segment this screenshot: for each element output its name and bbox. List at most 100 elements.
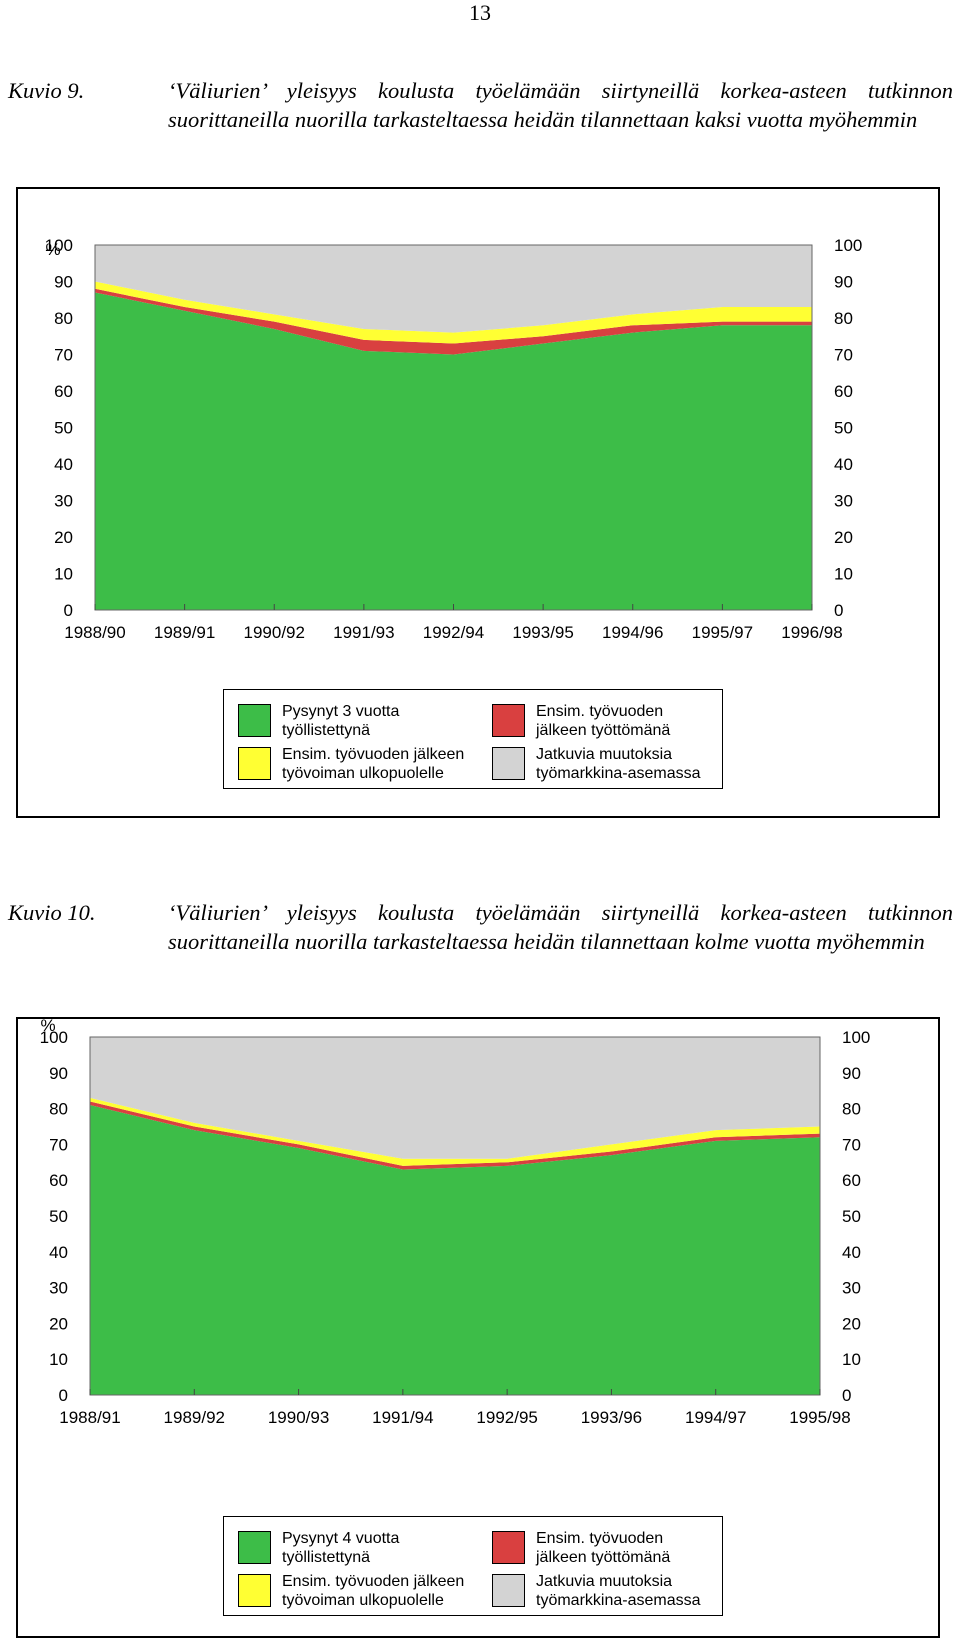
x-tick-label: 1993/96 (581, 1408, 642, 1427)
x-tick-label: 1996/98 (781, 623, 842, 642)
legend-swatch-green (238, 1531, 271, 1564)
figure-title-9: ‘Väliurien’ yleisyys koulusta työelämään… (168, 78, 953, 132)
chart-legend-10: Pysynyt 4 vuotta työllistettynä Ensim. t… (223, 1516, 723, 1616)
y-tick-label-right: 0 (834, 601, 843, 620)
chart-legend-9: Pysynyt 3 vuotta työllistettynä Ensim. t… (223, 689, 723, 789)
legend-item-unemployed: Ensim. työvuoden jälkeen työttömänä (492, 1529, 732, 1571)
figure-caption-10: Kuvio 10. ‘Väliurien’ yleisyys koulusta … (8, 898, 953, 988)
y-tick-label-right: 20 (842, 1314, 861, 1333)
y-axis-unit: % (45, 240, 60, 259)
x-tick-label: 1991/93 (333, 623, 394, 642)
legend-label-line2: jälkeen työttömänä (536, 1549, 671, 1566)
legend-label-line2: jälkeen työttömänä (536, 722, 671, 739)
legend-label-line2: työmarkkina-asemassa (536, 1592, 701, 1609)
y-tick-label-right: 40 (834, 455, 853, 474)
y-tick-label-right: 40 (842, 1243, 861, 1262)
y-tick-label-right: 10 (842, 1350, 861, 1369)
area-series-1 (95, 288, 812, 355)
y-tick-label-left: 40 (49, 1243, 68, 1262)
y-tick-label-left: 50 (49, 1207, 68, 1226)
legend-label-line2: työllistettynä (282, 1549, 371, 1566)
legend-label-line1: Ensim. työvuoden jälkeen (282, 1573, 465, 1590)
y-tick-label-right: 20 (834, 528, 853, 547)
y-tick-label-right: 100 (834, 236, 862, 255)
legend-label-line2: työvoiman ulkopuolelle (282, 1592, 444, 1609)
area-series-0 (95, 292, 812, 610)
y-tick-label-right: 0 (842, 1386, 851, 1405)
y-tick-label-right: 70 (834, 346, 853, 365)
legend-swatch-gray (492, 747, 525, 780)
legend-label-line2: työvoiman ulkopuolelle (282, 765, 444, 782)
x-tick-label: 1993/95 (512, 623, 573, 642)
y-tick-label-left: 30 (49, 1279, 68, 1298)
y-tick-label-left: 60 (54, 382, 73, 401)
y-tick-label-left: 100 (40, 1028, 68, 1047)
legend-item-outside-labour-force: Ensim. työvuoden jälkeen työvoiman ulkop… (238, 1572, 478, 1614)
y-tick-label-right: 80 (842, 1100, 861, 1119)
x-tick-label: 1988/91 (59, 1408, 120, 1427)
y-tick-label-left: 80 (54, 309, 73, 328)
y-tick-label-left: 30 (54, 492, 73, 511)
y-tick-label-left: 0 (59, 1386, 68, 1405)
legend-swatch-red (492, 1531, 525, 1564)
area-series-2 (95, 281, 812, 344)
y-axis-unit: % (40, 1019, 55, 1035)
y-tick-label-left: 50 (54, 419, 73, 438)
y-tick-label-right: 10 (834, 565, 853, 584)
chart-10: 0 0 10 10 20 20 30 30 40 40 50 50 60 60 70 70 80 80 90 90 10… (40, 1019, 871, 1427)
x-tick-label: 1992/94 (423, 623, 484, 642)
page-number: 13 (469, 0, 491, 25)
chart-9: 0 0 10 10 20 20 30 30 40 40 50 50 60 60 70 70 80 80 90 90 10… (45, 236, 863, 642)
legend-swatch-green (238, 704, 271, 737)
y-tick-label-right: 70 (842, 1135, 861, 1154)
legend-label-line1: Jatkuvia muutoksia (536, 1573, 673, 1590)
x-tick-label: 1995/98 (789, 1408, 850, 1427)
y-tick-label-right: 50 (834, 419, 853, 438)
y-tick-label-left: 0 (64, 601, 73, 620)
y-tick-label-right: 100 (842, 1028, 870, 1047)
legend-item-outside-labour-force: Ensim. työvuoden jälkeen työvoiman ulkop… (238, 745, 478, 787)
y-tick-label-left: 80 (49, 1100, 68, 1119)
legend-item-continuous-changes: Jatkuvia muutoksia työmarkkina-asemassa (492, 1572, 732, 1614)
legend-label-line2: työmarkkina-asemassa (536, 765, 701, 782)
y-tick-label-right: 90 (834, 273, 853, 292)
legend-label-line1: Ensim. työvuoden jälkeen (282, 746, 465, 763)
legend-item-unemployed: Ensim. työvuoden jälkeen työttömänä (492, 702, 732, 744)
legend-label-line2: työllistettynä (282, 722, 371, 739)
x-tick-label: 1990/93 (268, 1408, 329, 1427)
x-tick-label: 1995/97 (692, 623, 753, 642)
y-tick-label-right: 30 (834, 492, 853, 511)
legend-swatch-red (492, 704, 525, 737)
y-tick-label-left: 40 (54, 455, 73, 474)
legend-label-line1: Pysynyt 3 vuotta (282, 703, 400, 720)
area-series-1 (90, 1101, 820, 1170)
legend-swatch-yellow (238, 1574, 271, 1607)
x-tick-label: 1994/97 (685, 1408, 746, 1427)
legend-label-line1: Ensim. työvuoden (536, 703, 664, 720)
y-tick-label-left: 100 (45, 236, 73, 255)
x-tick-label: 1988/90 (64, 623, 125, 642)
legend-swatch-gray (492, 1574, 525, 1607)
legend-label-line1: Ensim. työvuoden (536, 1530, 664, 1547)
y-tick-label-left: 60 (49, 1171, 68, 1190)
y-tick-label-right: 60 (834, 382, 853, 401)
area-series-2 (90, 1097, 820, 1166)
legend-item-continuous-changes: Jatkuvia muutoksia työmarkkina-asemassa (492, 745, 732, 787)
x-tick-label: 1992/95 (476, 1408, 537, 1427)
x-tick-label: 1989/91 (154, 623, 215, 642)
chart-frame-9: 0 0 10 10 20 20 30 30 40 40 50 50 60 60 70 70 80 80 90 90 10… (16, 187, 940, 818)
legend-item-employed: Pysynyt 4 vuotta työllistettynä (238, 1529, 478, 1571)
y-tick-label-left: 10 (54, 565, 73, 584)
x-tick-label: 1990/92 (244, 623, 305, 642)
y-tick-label-right: 60 (842, 1171, 861, 1190)
x-tick-label: 1991/94 (372, 1408, 433, 1427)
y-tick-label-left: 20 (49, 1314, 68, 1333)
figure-caption-9: Kuvio 9. ‘Väliurien’ yleisyys koulusta t… (8, 76, 953, 166)
y-tick-label-left: 70 (49, 1135, 68, 1154)
y-tick-label-right: 30 (842, 1279, 861, 1298)
legend-swatch-yellow (238, 747, 271, 780)
legend-item-employed: Pysynyt 3 vuotta työllistettynä (238, 702, 478, 744)
figure-title-10: ‘Väliurien’ yleisyys koulusta työelämään… (168, 900, 953, 954)
y-tick-label-left: 70 (54, 346, 73, 365)
y-tick-label-left: 90 (49, 1064, 68, 1083)
